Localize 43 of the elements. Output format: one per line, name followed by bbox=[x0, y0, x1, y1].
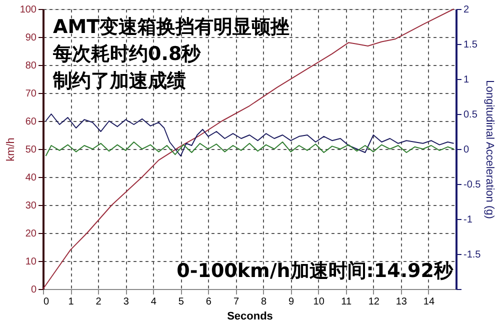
x-tick-label: 2 bbox=[96, 296, 102, 308]
line-series bbox=[45, 142, 454, 156]
x-tick-label: 5 bbox=[178, 296, 184, 308]
y-tick-label: 50 bbox=[25, 144, 37, 156]
x-tick-label: 11 bbox=[341, 296, 352, 308]
x-tick-label: 6 bbox=[206, 296, 212, 308]
line-series bbox=[45, 114, 454, 156]
x-tick-label: 1 bbox=[68, 296, 74, 308]
x-tick-label: 9 bbox=[288, 296, 295, 308]
annotation: AMT变速箱换挡有明显顿挫 bbox=[53, 16, 290, 38]
x-axis-title: Seconds bbox=[227, 310, 273, 322]
x-tick-label: 12 bbox=[368, 296, 380, 308]
y2-tick-label: -1.5 bbox=[464, 250, 482, 260]
y-tick-label: 40 bbox=[25, 172, 37, 184]
y-tick-label: 10 bbox=[25, 256, 37, 268]
annotation: 0-100km/h加速时间:14.92秒 bbox=[176, 260, 454, 282]
y-tick-label: 20 bbox=[25, 228, 37, 240]
y-tick-label: 0 bbox=[30, 284, 37, 296]
y2-tick-label: -1 bbox=[464, 214, 473, 226]
y-tick-label: 60 bbox=[25, 116, 37, 128]
x-tick-label: 13 bbox=[396, 296, 408, 308]
x-tick-label: 4 bbox=[150, 296, 157, 308]
x-tick-label: 10 bbox=[313, 296, 325, 308]
x-tick-label: 3 bbox=[123, 296, 130, 308]
y2-axis-title: Longitudinal Acceleration (g) bbox=[484, 80, 496, 219]
y-tick-label: 30 bbox=[25, 200, 37, 212]
y-tick-label: 70 bbox=[25, 88, 37, 100]
y-axis-title: km/h bbox=[4, 138, 17, 162]
y-tick-label: 90 bbox=[25, 32, 37, 44]
annotation: 每次耗时约0.8秒 bbox=[52, 43, 202, 65]
y2-tick-label: 2 bbox=[464, 4, 470, 16]
y2-tick-label: -0.5 bbox=[464, 180, 482, 190]
x-tick-label: 7 bbox=[233, 296, 240, 308]
x-tick-label: 0 bbox=[44, 296, 50, 308]
y2-tick-label: 1.5 bbox=[464, 40, 478, 50]
y2-tick-label: 0 bbox=[464, 144, 470, 156]
y2-tick-label: 0.5 bbox=[464, 110, 478, 120]
y2-tick-label: 1 bbox=[464, 74, 470, 86]
annotation: 制约了加速成绩 bbox=[52, 70, 186, 92]
y-tick-label: 80 bbox=[25, 60, 37, 72]
x-tick-label: 8 bbox=[260, 296, 267, 308]
x-tick-label: 14 bbox=[423, 296, 435, 308]
y-tick-label: 100 bbox=[20, 4, 37, 16]
